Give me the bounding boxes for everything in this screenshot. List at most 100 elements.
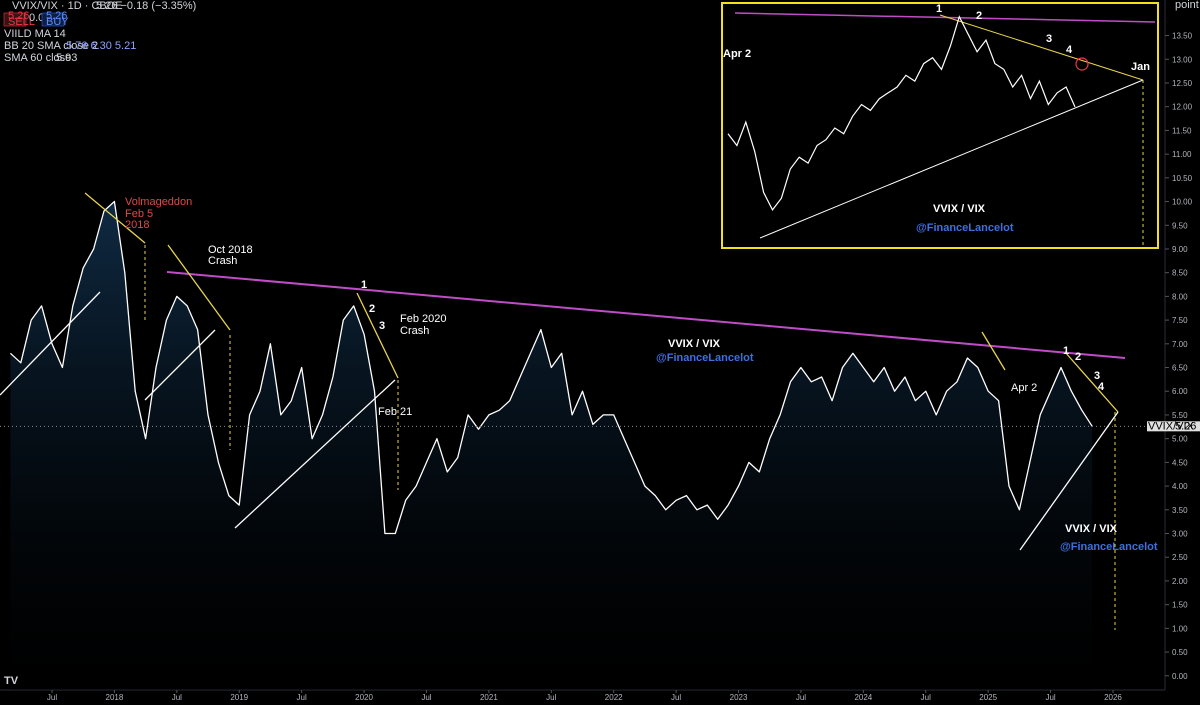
symbol: VVIX/VIX · 1D · CBOE xyxy=(12,0,123,12)
x-tick-label: Jul xyxy=(172,693,182,702)
trendline xyxy=(166,271,1126,359)
inset-chart: Apr 2 1 2 3 4 Jan VVIX / VIX @FinanceLancelot xyxy=(721,2,1159,249)
y-tick-label: 4.50 xyxy=(1172,458,1188,467)
annotation: 2018 xyxy=(125,219,149,231)
annotation: VVIX / VIX xyxy=(1065,523,1118,535)
indicator: BB 20 SMA close 2 xyxy=(4,40,98,52)
trendline xyxy=(0,291,101,396)
inset-annotation: VVIX / VIX xyxy=(933,203,986,215)
y-tick-label: 10.50 xyxy=(1172,174,1193,183)
trendline xyxy=(1064,351,1119,413)
x-tick-label: 2018 xyxy=(106,693,124,702)
sell-button[interactable] xyxy=(3,12,27,27)
y-tick-label: 11.50 xyxy=(1172,126,1192,135)
annotation: 4 xyxy=(1098,381,1105,393)
annotation: 1 xyxy=(1063,345,1069,357)
unit: point xyxy=(1175,0,1199,11)
inset-price-line xyxy=(727,15,1076,212)
trendline xyxy=(356,292,399,379)
x-tick-label: Jul xyxy=(796,693,806,702)
price-tag xyxy=(1147,421,1200,432)
y-tick-label: 7.50 xyxy=(1172,316,1188,325)
trendline xyxy=(167,244,231,331)
y-tick-label: 13.50 xyxy=(1172,32,1193,41)
y-tick-label: 8.00 xyxy=(1172,292,1188,301)
price-line xyxy=(9,200,1093,535)
x-tick-label: Jul xyxy=(47,693,57,702)
x-tick-label: 2019 xyxy=(230,693,248,702)
inset-annotation: Apr 2 xyxy=(723,48,751,60)
x-tick-label: Jul xyxy=(297,693,307,702)
annotation: 3 xyxy=(1094,370,1100,382)
inset-annotation: 3 xyxy=(1046,33,1052,45)
trendline xyxy=(981,331,1006,371)
price-tag-name: VVIX/VIX xyxy=(1148,420,1195,432)
annotation: 2 xyxy=(1075,351,1081,363)
change: 5.26 −0.18 (−3.35%) xyxy=(96,0,196,12)
inset-frame xyxy=(721,2,1159,249)
indicator-value: 5.93 xyxy=(56,52,77,64)
inset-annotation: 1 xyxy=(936,3,942,15)
price-tag-value: 5.26 xyxy=(1175,420,1196,432)
y-tick-label: 2.00 xyxy=(1172,577,1188,586)
y-tick-label: 5.00 xyxy=(1172,435,1188,444)
y-tick-label: 1.50 xyxy=(1172,601,1188,610)
sell-price: 5.26 xyxy=(8,10,29,22)
x-tick-label: 2021 xyxy=(480,693,498,702)
area xyxy=(10,201,1093,690)
y-tick-label: 3.00 xyxy=(1172,530,1188,539)
y-tick-label: 6.50 xyxy=(1172,364,1188,373)
trendline xyxy=(144,329,216,401)
inset-annotation: Jan xyxy=(1131,61,1150,73)
indicator-values: 5.76 6.30 5.21 xyxy=(66,40,136,52)
buy-price: 5.26 xyxy=(46,10,67,22)
y-tick-label: 0.50 xyxy=(1172,648,1188,657)
x-tick-label: 2026 xyxy=(1104,693,1122,702)
annotation: Crash xyxy=(208,255,237,267)
trendline xyxy=(734,12,1156,23)
y-tick-label: 6.00 xyxy=(1172,387,1188,396)
x-tick-label: 2023 xyxy=(730,693,748,702)
x-tick-label: Jul xyxy=(546,693,556,702)
x-tick-label: Jul xyxy=(421,693,431,702)
y-tick-label: 7.00 xyxy=(1172,340,1188,349)
annotation: 2 xyxy=(369,303,375,315)
trendline xyxy=(939,14,1144,81)
buy-button[interactable] xyxy=(41,12,65,27)
logo: TV xyxy=(4,675,19,687)
trendline xyxy=(759,79,1144,239)
y-tick-label: 12.00 xyxy=(1172,103,1193,112)
annotation: Feb 5 xyxy=(125,208,153,220)
annotation: 3 xyxy=(379,320,385,332)
highlight xyxy=(1075,57,1089,71)
inset-annotation: 2 xyxy=(976,10,982,22)
y-tick-label: 11.00 xyxy=(1172,150,1192,159)
annotation: @FinanceLancelot xyxy=(1060,541,1158,553)
x-tick-label: 2022 xyxy=(605,693,623,702)
indicator: SMA 60 close xyxy=(4,52,71,64)
annotation: Feb 21 xyxy=(378,406,412,418)
x-tick-label: Jul xyxy=(921,693,931,702)
annotation: @FinanceLancelot xyxy=(656,352,754,364)
y-tick-label: 0.00 xyxy=(1172,672,1188,681)
trendline xyxy=(84,192,146,244)
indicator: VIILD MA 14 xyxy=(4,28,66,40)
y-tick-label: 9.00 xyxy=(1172,245,1188,254)
annotation: Crash xyxy=(400,325,429,337)
y-tick-label: 13.00 xyxy=(1172,55,1193,64)
sell-label: SELL xyxy=(8,16,35,28)
y-tick-label: 1.00 xyxy=(1172,624,1188,633)
header: VVIX/VIX · 1D · CBOE 5.26 −0.18 (−3.35%)… xyxy=(3,0,1199,687)
annotation: Apr 2 xyxy=(1011,382,1037,394)
y-tick-label: 10.00 xyxy=(1172,198,1193,207)
inset-annotation: @FinanceLancelot xyxy=(916,222,1014,234)
annotation: VVIX / VIX xyxy=(668,338,721,350)
y-tick-label: 5.50 xyxy=(1172,411,1188,420)
trendline xyxy=(234,379,396,529)
y-tick-label: 3.50 xyxy=(1172,506,1188,515)
trendline xyxy=(1019,411,1119,551)
buy-label: BUY xyxy=(46,16,69,28)
